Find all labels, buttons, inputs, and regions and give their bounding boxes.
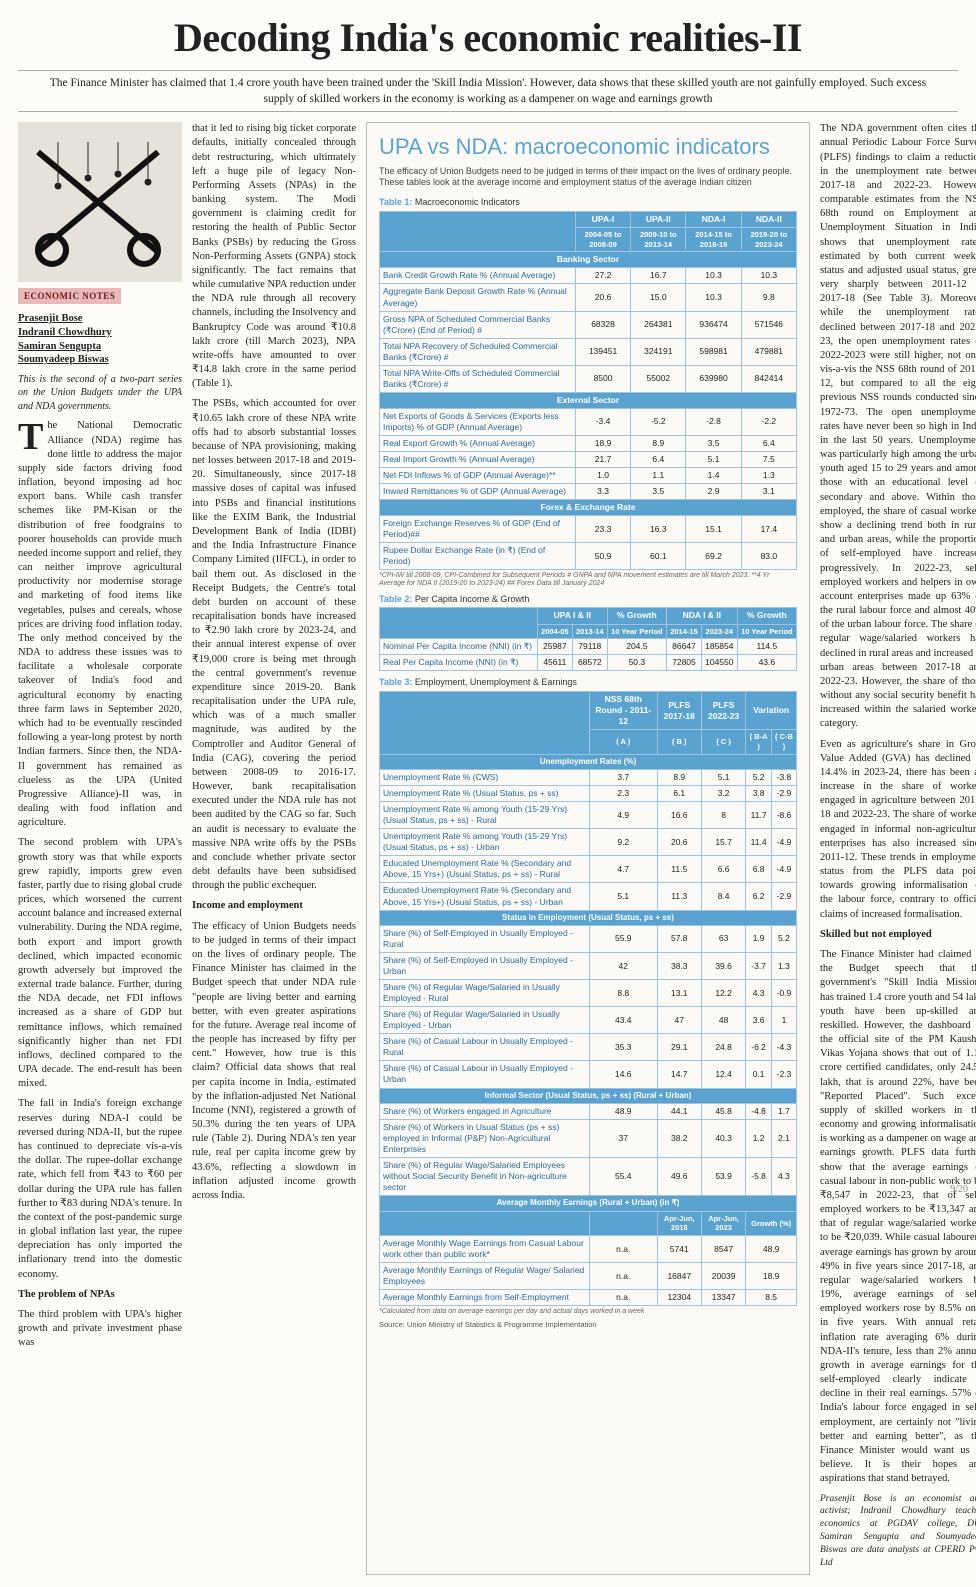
body-subhead: The problem of NPAs (18, 1288, 182, 1302)
body-subhead: Skilled but not employed (820, 928, 976, 942)
table-1-label: Table 1: Macroeconomic Indicators (379, 197, 797, 209)
section-tag: ECONOMIC NOTES (18, 288, 121, 304)
body-column-1: ECONOMIC NOTES Prasenjit BoseIndranil Ch… (18, 122, 182, 1575)
page-number: 9/20 (950, 1183, 968, 1196)
scissors-illustration (18, 122, 182, 282)
para: The fall in India's foreign exchange res… (18, 1097, 182, 1281)
para: Even as agriculture's share in Gross Val… (820, 738, 976, 922)
table-2-label: Table 2: Per Capita Income & Growth (379, 594, 797, 606)
para: The Finance Minister had claimed in the … (820, 948, 976, 1487)
subhead: The Finance Minister has claimed that 1.… (48, 75, 928, 107)
body-subhead: Income and employment (192, 899, 356, 913)
table-1: UPA-IUPA-IINDA-INDA-II2004-05 to 2008-09… (379, 211, 797, 571)
table-1-footnote: *CPI-IW till 2008-09, CPI-Combined for S… (379, 572, 797, 587)
para: The NDA government often cites the annua… (820, 122, 976, 731)
para: The second problem with UPA's growth sto… (18, 836, 182, 1091)
data-panel: UPA vs NDA: macroeconomic indicators The… (366, 122, 810, 1575)
panel-title: UPA vs NDA: macroeconomic indicators (379, 133, 797, 162)
para: that it led to rising big ticket corpora… (192, 122, 356, 391)
para: The third problem with UPA's higher grow… (18, 1308, 182, 1351)
table-3-footnote: *Calculated from data on average earning… (379, 1308, 797, 1316)
table-3-label: Table 3: Employment, Unemployment & Earn… (379, 677, 797, 689)
para: The efficacy of Union Budgets needs to b… (192, 920, 356, 1203)
series-note: This is the second of a two-part series … (18, 373, 182, 414)
para: The National Democratic Alliance (NDA) r… (18, 419, 182, 830)
body-column-right: The NDA government often cites the annua… (820, 122, 976, 1575)
table-3: NSS 68th Round - 2011-12PLFS 2017-18PLFS… (379, 691, 797, 1306)
panel-source: Source: Union Ministry of Statistics & P… (379, 1320, 797, 1330)
body-column-2: that it led to rising big ticket corpora… (192, 122, 356, 1575)
panel-intro: The efficacy of Union Budgets need to be… (379, 166, 797, 189)
table-2: UPA I & II% GrowthNDA I & II% Growth2004… (379, 607, 797, 671)
author-list: Prasenjit BoseIndranil ChowdhurySamiran … (18, 312, 182, 367)
author-bio: Prasenjit Bose is an economist and activ… (820, 1493, 976, 1570)
headline: Decoding India's economic realities-II (18, 12, 958, 64)
subhead-bar: The Finance Minister has claimed that 1.… (18, 70, 958, 112)
para: The PSBs, which accounted for over ₹10.6… (192, 397, 356, 893)
